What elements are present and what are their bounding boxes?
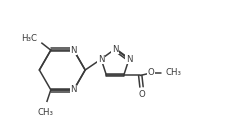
Text: N: N [112,45,118,53]
Text: N: N [70,85,77,94]
Text: O: O [148,68,154,77]
Text: N: N [70,46,77,55]
Text: N: N [126,55,132,64]
Text: O: O [138,90,145,99]
Text: N: N [98,55,104,64]
Text: H₃C: H₃C [21,34,37,43]
Text: CH₃: CH₃ [166,68,182,77]
Text: CH₃: CH₃ [38,108,54,117]
